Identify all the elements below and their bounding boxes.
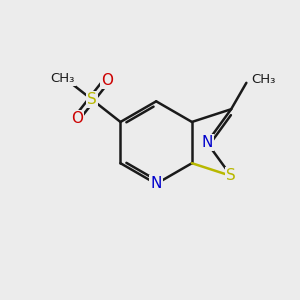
Text: S: S <box>87 92 97 107</box>
Text: O: O <box>71 111 83 126</box>
Text: N: N <box>151 176 162 191</box>
Text: S: S <box>226 168 236 183</box>
Text: CH₃: CH₃ <box>251 73 275 85</box>
Text: CH₃: CH₃ <box>51 72 75 85</box>
Text: N: N <box>201 135 213 150</box>
Text: O: O <box>101 73 113 88</box>
